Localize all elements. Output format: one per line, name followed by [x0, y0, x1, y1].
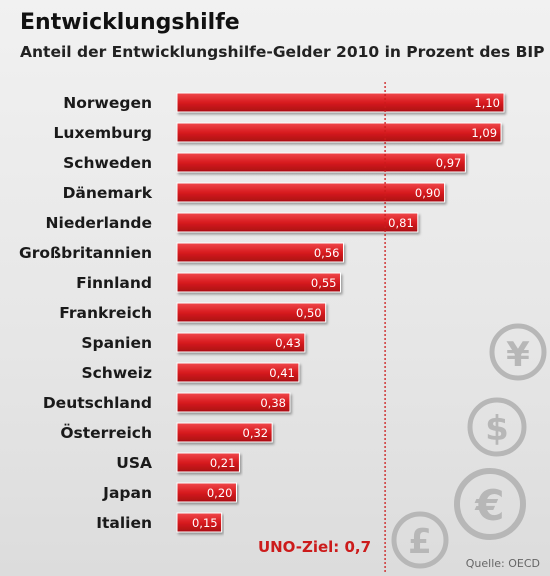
bar: [176, 302, 327, 323]
bar: [176, 362, 300, 383]
source-note: Quelle: OECD: [465, 557, 540, 570]
value-label: 0,21: [210, 456, 236, 470]
category-label: Frankreich: [59, 304, 152, 322]
svg-text:£: £: [408, 522, 432, 562]
bar: [176, 122, 502, 143]
svg-text:$: $: [485, 409, 509, 449]
bar: [176, 512, 223, 533]
dollar-icon: $: [467, 397, 527, 457]
value-label: 0,50: [296, 306, 322, 320]
value-label: 1,09: [471, 126, 497, 140]
category-label: Japan: [102, 484, 152, 502]
svg-text:€: €: [474, 481, 504, 530]
value-label: 0,15: [192, 516, 218, 530]
bar: [176, 92, 505, 113]
category-label: Großbritannien: [19, 244, 152, 262]
category-label: Österreich: [60, 423, 152, 442]
category-label: Italien: [96, 514, 152, 532]
value-label: 0,43: [275, 336, 301, 350]
category-label: Luxemburg: [54, 124, 152, 142]
category-label: USA: [116, 454, 152, 472]
bar: [176, 182, 446, 203]
value-label: 0,32: [243, 426, 269, 440]
category-label: Spanien: [81, 334, 152, 352]
category-label: Finnland: [76, 274, 152, 292]
svg-text:¥: ¥: [506, 335, 530, 375]
bar: [176, 272, 341, 293]
bar: [176, 212, 419, 233]
category-label: Schweden: [63, 154, 152, 172]
value-label: 0,55: [311, 276, 337, 290]
euro-icon: €: [454, 468, 526, 540]
bar: [176, 482, 237, 503]
chart-subtitle: Anteil der Entwicklungshilfe-Gelder 2010…: [20, 43, 545, 61]
chart-title: Entwicklungshilfe: [20, 10, 240, 35]
category-label: Norwegen: [63, 94, 152, 112]
bar: [176, 452, 240, 473]
value-label: 0,90: [415, 186, 441, 200]
value-label: 0,56: [314, 246, 340, 260]
value-label: 0,97: [436, 156, 462, 170]
value-label: 0,20: [207, 486, 233, 500]
bar: [176, 422, 273, 443]
uno-target-label: UNO-Ziel: 0,7: [258, 538, 371, 556]
yen-icon: ¥: [489, 323, 547, 381]
pound-icon: £: [391, 511, 449, 569]
bar: [176, 152, 466, 173]
bar: [176, 242, 344, 263]
bar: [176, 332, 306, 353]
category-label: Niederlande: [46, 214, 152, 232]
value-label: 0,81: [388, 216, 414, 230]
value-label: 0,38: [260, 396, 286, 410]
category-label: Schweiz: [81, 364, 152, 382]
value-label: 0,41: [269, 366, 295, 380]
value-label: 1,10: [474, 96, 500, 110]
category-label: Dänemark: [63, 184, 153, 202]
category-label: Deutschland: [43, 394, 152, 412]
bar: [176, 392, 291, 413]
